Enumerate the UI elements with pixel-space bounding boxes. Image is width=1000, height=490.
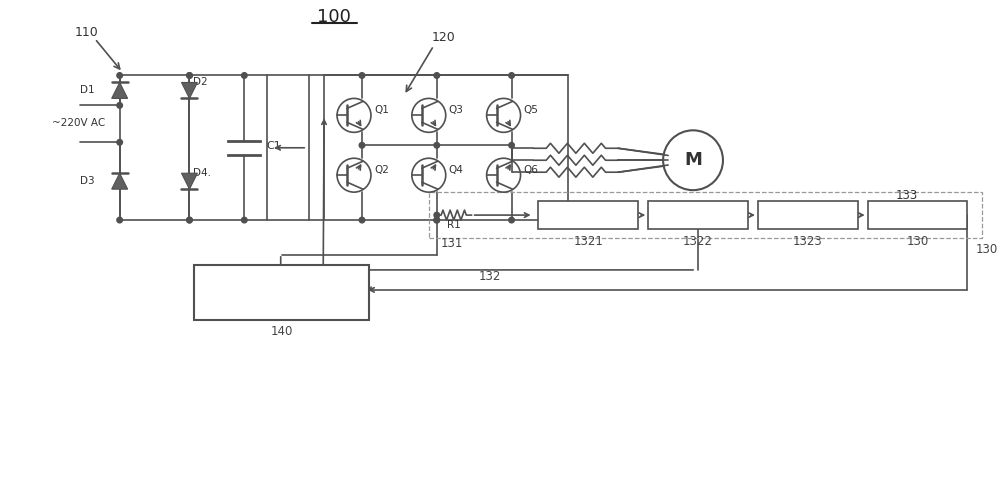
Text: D2: D2 <box>193 77 208 87</box>
Text: Q5: Q5 <box>524 105 538 115</box>
Text: 比较器单元: 比较器单元 <box>682 210 714 220</box>
Text: 110: 110 <box>75 26 99 39</box>
Text: 130: 130 <box>906 235 929 247</box>
Text: 130: 130 <box>975 244 998 256</box>
Text: 驱动电路: 驱动电路 <box>263 285 300 300</box>
Bar <box>758 201 858 229</box>
Circle shape <box>187 217 192 223</box>
Text: Q4: Q4 <box>449 165 464 175</box>
Circle shape <box>434 73 440 78</box>
Text: M: M <box>684 151 702 169</box>
Text: 1321: 1321 <box>573 235 603 247</box>
Bar <box>538 201 638 229</box>
Circle shape <box>117 73 122 78</box>
Text: ~220V AC: ~220V AC <box>52 119 105 128</box>
Text: Q6: Q6 <box>524 165 538 175</box>
Circle shape <box>509 217 514 223</box>
Circle shape <box>187 73 192 78</box>
Text: 120: 120 <box>432 31 456 44</box>
Polygon shape <box>181 82 197 98</box>
Text: 隔离器单元: 隔离器单元 <box>792 210 823 220</box>
Circle shape <box>434 212 440 218</box>
Text: Q2: Q2 <box>374 165 389 175</box>
Circle shape <box>187 217 192 223</box>
Circle shape <box>117 217 122 223</box>
Polygon shape <box>112 82 128 98</box>
Circle shape <box>187 73 192 78</box>
Text: R1: R1 <box>447 220 461 230</box>
Circle shape <box>117 140 122 145</box>
Circle shape <box>359 73 365 78</box>
Circle shape <box>509 143 514 148</box>
Circle shape <box>359 143 365 148</box>
Polygon shape <box>181 173 197 189</box>
Text: 1323: 1323 <box>793 235 823 247</box>
Text: C1: C1 <box>266 141 281 151</box>
Text: 100: 100 <box>317 8 351 25</box>
Text: D3: D3 <box>80 176 95 186</box>
Circle shape <box>434 217 440 223</box>
Circle shape <box>434 143 440 148</box>
Bar <box>194 265 369 320</box>
Bar <box>868 201 967 229</box>
Text: 131: 131 <box>441 237 463 249</box>
Text: 1322: 1322 <box>683 235 713 247</box>
Text: Q1: Q1 <box>374 105 389 115</box>
Bar <box>429 192 982 238</box>
Text: D1: D1 <box>80 85 95 96</box>
Text: Q3: Q3 <box>449 105 464 115</box>
Circle shape <box>509 73 514 78</box>
Polygon shape <box>112 173 128 189</box>
Circle shape <box>434 217 440 223</box>
Circle shape <box>117 102 122 108</box>
Text: 133: 133 <box>895 189 918 202</box>
Text: 微控制单元: 微控制单元 <box>902 210 933 220</box>
Circle shape <box>242 73 247 78</box>
Circle shape <box>242 217 247 223</box>
Text: 132: 132 <box>479 270 501 283</box>
Text: 放大滤波单元: 放大滤波单元 <box>570 210 607 220</box>
Text: D4.: D4. <box>193 168 211 178</box>
Bar <box>648 201 748 229</box>
Text: 140: 140 <box>271 325 293 338</box>
Circle shape <box>359 217 365 223</box>
